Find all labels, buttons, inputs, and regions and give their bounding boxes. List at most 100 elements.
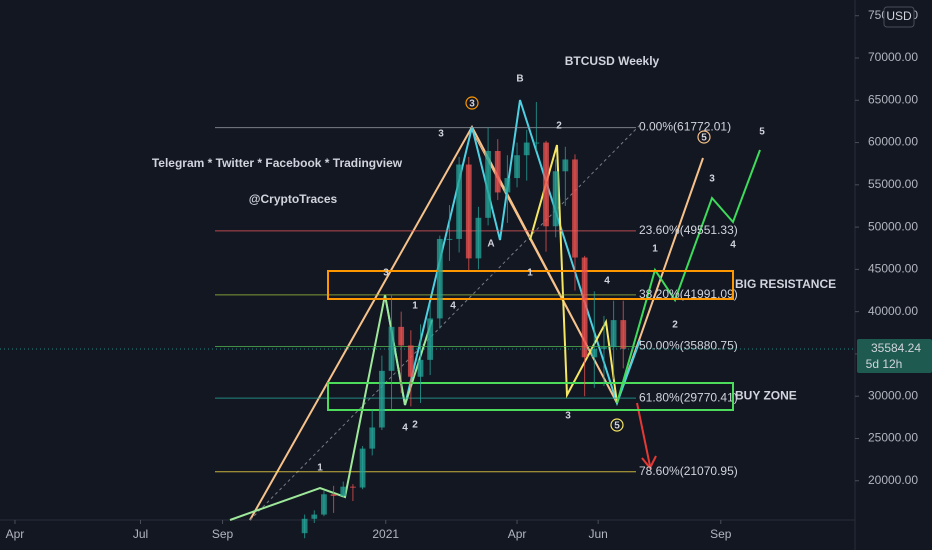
wave-label: A	[487, 239, 494, 250]
wave-label: 5	[759, 127, 765, 138]
candle-body	[543, 142, 549, 227]
zone-box	[327, 382, 734, 411]
candle-body	[601, 347, 607, 349]
y-tick-label: 55000.00	[868, 177, 918, 191]
wave-label: 3	[438, 129, 444, 140]
wave-label: 2	[556, 121, 562, 132]
x-tick-label: Apr	[6, 527, 25, 541]
candle-body	[427, 318, 434, 360]
candle-body	[301, 518, 308, 534]
wave-label: 2	[412, 420, 418, 431]
wave-label: 1	[527, 268, 533, 279]
candle-body	[359, 448, 366, 488]
candle-body	[504, 178, 511, 193]
candle-body	[456, 164, 463, 239]
candle-body	[330, 494, 337, 496]
wave-circle	[610, 418, 624, 432]
candle-body	[610, 320, 617, 348]
candle-body	[581, 257, 588, 358]
candle-body	[436, 238, 443, 319]
candle-body	[552, 171, 559, 227]
handle: @CryptoTraces	[249, 192, 338, 206]
candle-body	[591, 348, 598, 358]
candle-body	[340, 486, 347, 496]
fib-label: 38.20%(41991.09)	[639, 287, 738, 301]
candle-body	[620, 320, 627, 349]
candle-body	[523, 142, 530, 156]
wave-label: 4	[604, 276, 610, 287]
y-tick-label: 25000.00	[868, 431, 918, 445]
y-tick-label: 30000.00	[868, 388, 918, 402]
wave-label: 3	[383, 268, 389, 279]
x-tick-label: Jun	[588, 527, 607, 541]
fib-label: 61.80%(29770.41)	[639, 390, 738, 404]
wave-label: 1	[652, 244, 658, 255]
fib-label: 0.00%(61772.01)	[639, 120, 731, 134]
wave-label: 3	[565, 411, 571, 422]
wave-label: 3	[469, 99, 475, 110]
wave-line	[249, 124, 704, 521]
candle-body	[378, 370, 385, 428]
arrow-head	[641, 455, 657, 470]
candle-body	[369, 427, 376, 449]
x-tick-label: Jul	[133, 527, 148, 541]
x-tick-label: Apr	[508, 527, 527, 541]
x-tick-label: 2021	[372, 527, 399, 541]
fib-label: 23.60%(49551.33)	[639, 223, 738, 237]
subtitle: Telegram * Twitter * Facebook * Tradingv…	[152, 156, 403, 170]
wave-label: 2	[672, 320, 678, 331]
wave-label: 4	[402, 423, 408, 434]
y-tick-label: 70000.00	[868, 50, 918, 64]
candle-body	[533, 142, 540, 144]
fib-label: 78.60%(21070.95)	[639, 464, 738, 478]
candle-body	[465, 164, 472, 259]
candle-body	[494, 151, 501, 193]
wave-label: 4	[730, 240, 736, 251]
candle-body	[388, 326, 395, 371]
last-price-label: 35584.24	[871, 341, 921, 355]
zone-box	[327, 270, 734, 300]
candle-body	[311, 514, 318, 519]
chart-title: BTCUSD Weekly	[565, 54, 660, 68]
wave-line	[384, 99, 641, 407]
wave-label: 1	[317, 463, 323, 474]
candle-body	[321, 494, 327, 515]
last-price-box	[857, 338, 932, 373]
countdown: 5d 12h	[866, 357, 903, 371]
y-tick-label: 50000.00	[868, 219, 918, 233]
wave-label: 4	[450, 301, 456, 312]
fib-label: 50.00%(35880.75)	[639, 339, 738, 353]
arrow	[636, 402, 651, 467]
zone-label: BIG RESISTANCE	[735, 277, 836, 291]
candle-body	[485, 151, 491, 218]
y-tick-label: 20000.00	[868, 473, 918, 487]
wave-label: 5	[701, 133, 707, 144]
candle-body	[475, 217, 482, 259]
candle-body	[407, 345, 414, 377]
wave-circle	[465, 96, 479, 110]
candle-body	[562, 159, 569, 172]
candle-body	[446, 238, 453, 240]
candle-body	[398, 326, 405, 346]
zone-label: BUY ZONE	[735, 389, 797, 403]
wave-line	[616, 149, 761, 404]
wave-label: 5	[614, 421, 620, 432]
wave-label: B	[516, 74, 523, 85]
wave-label: 1	[412, 301, 418, 312]
wave-circle	[697, 130, 711, 144]
candle-body	[350, 486, 356, 488]
y-tick-label: 45000.00	[868, 262, 918, 276]
y-tick-label: 40000.00	[868, 304, 918, 318]
wave-lines: 0.00%(61772.01) 23.60%(49551.33) 38.20%(41…	[215, 99, 761, 521]
x-tick-label: Sep	[212, 527, 234, 541]
currency-badge	[883, 6, 915, 28]
currency: USD	[886, 9, 912, 23]
y-tick-label: 65000.00	[868, 92, 918, 106]
candle-body	[514, 155, 520, 179]
wave-label: 3	[709, 174, 715, 185]
y-tick-label: 60000.00	[868, 135, 918, 149]
wave-line	[229, 294, 433, 521]
candle-body	[417, 359, 424, 377]
